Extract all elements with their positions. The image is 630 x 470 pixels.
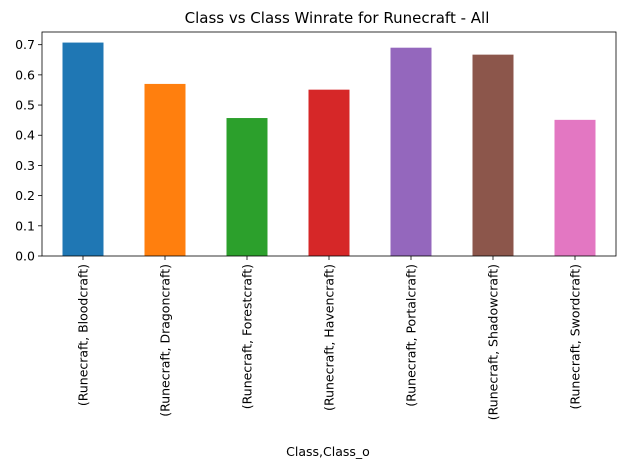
bar-2 — [144, 83, 186, 256]
x-tick-label-6: (Runecraft, Shadowcraft) — [486, 264, 501, 420]
y-tick-label-2: 0.2 — [15, 188, 35, 203]
x-axis: (Runecraft, Bloodcraft) (Runecraft, Drago… — [76, 256, 583, 420]
y-axis: 0.0 0.1 0.2 0.3 0.4 0.5 0.6 0.7 — [15, 37, 42, 264]
bar-3 — [226, 118, 268, 256]
x-tick-label-3: (Runecraft, Forestcraft) — [240, 264, 255, 409]
bar-7 — [554, 119, 596, 256]
bars-group — [62, 42, 596, 257]
x-tick-label-4: (Runecraft, Havencraft) — [322, 264, 337, 411]
y-tick-label-4: 0.4 — [15, 128, 35, 143]
x-tick-label-2: (Runecraft, Dragoncraft) — [158, 264, 173, 417]
bar-1 — [62, 42, 104, 256]
y-tick-label-0: 0.0 — [15, 249, 35, 264]
bar-5 — [390, 47, 432, 256]
y-tick-label-6: 0.6 — [15, 67, 35, 82]
x-tick-label-5: (Runecraft, Portalcraft) — [404, 264, 419, 407]
x-tick-label-7: (Runecraft, Swordcraft) — [568, 264, 583, 410]
chart-title: Class vs Class Winrate for Runecraft - A… — [185, 9, 490, 27]
plot-frame — [41, 31, 617, 257]
y-tick-label-7: 0.7 — [15, 37, 35, 52]
y-tick-label-5: 0.5 — [15, 98, 35, 113]
x-tick-label-1: (Runecraft, Bloodcraft) — [76, 264, 91, 406]
y-tick-label-3: 0.3 — [15, 158, 35, 173]
y-tick-label-1: 0.1 — [15, 218, 35, 233]
bar-4 — [308, 89, 350, 257]
bar-6 — [472, 54, 514, 256]
x-axis-label: Class,Class_o — [286, 444, 370, 459]
